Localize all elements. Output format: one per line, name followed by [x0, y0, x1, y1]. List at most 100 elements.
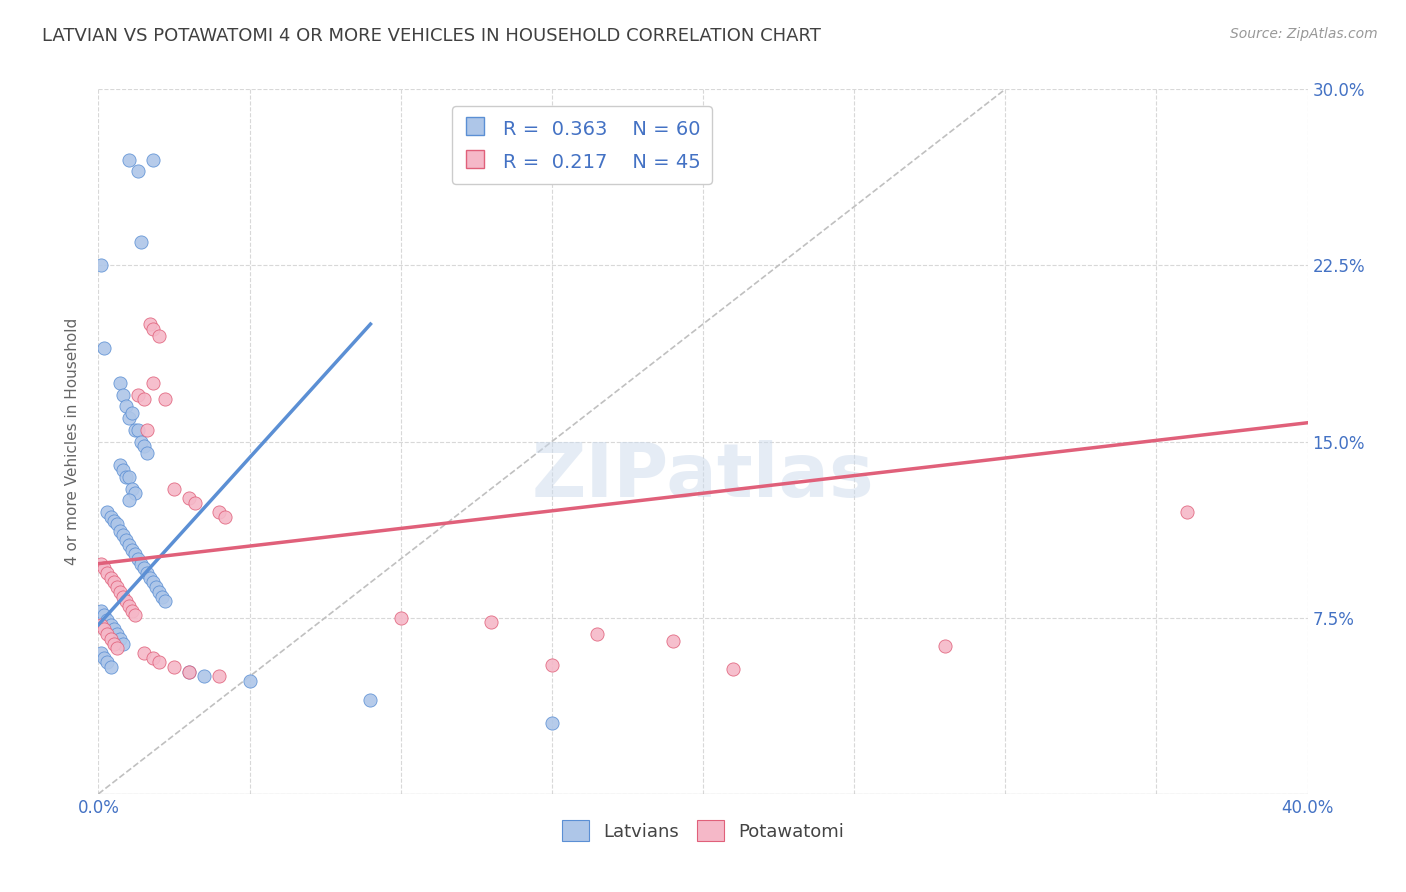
Point	[208, 505, 231, 519]
Point	[96, 505, 118, 519]
Point	[132, 392, 155, 407]
Point	[118, 153, 141, 167]
Point	[114, 594, 136, 608]
Point	[540, 657, 562, 672]
Point	[96, 613, 118, 627]
Point	[103, 575, 125, 590]
Point	[540, 716, 562, 731]
Text: ZIPatlas: ZIPatlas	[531, 441, 875, 513]
Point	[389, 610, 412, 624]
Point	[135, 566, 157, 580]
Text: Source: ZipAtlas.com: Source: ZipAtlas.com	[1230, 27, 1378, 41]
Point	[135, 446, 157, 460]
Point	[114, 533, 136, 548]
Point	[127, 387, 149, 401]
Point	[118, 599, 141, 613]
Point	[93, 623, 115, 637]
Point	[193, 669, 215, 683]
Point	[118, 469, 141, 483]
Point	[111, 528, 134, 542]
Point	[150, 590, 173, 604]
Point	[129, 557, 152, 571]
Point	[934, 639, 956, 653]
Point	[100, 632, 122, 646]
Point	[481, 615, 503, 630]
Point	[124, 608, 146, 623]
Point	[148, 656, 170, 670]
Point	[105, 516, 128, 531]
Point	[142, 376, 165, 390]
Point	[127, 423, 149, 437]
Point	[132, 561, 155, 575]
Point	[127, 552, 149, 566]
Point	[121, 604, 143, 618]
Point	[105, 641, 128, 656]
Point	[184, 495, 207, 509]
Point	[90, 604, 112, 618]
Point	[121, 406, 143, 420]
Point	[118, 538, 141, 552]
Point	[108, 458, 131, 472]
Point	[145, 580, 167, 594]
Point	[163, 482, 186, 496]
Point	[118, 411, 141, 425]
Point	[124, 423, 146, 437]
Point	[179, 665, 201, 679]
Point	[100, 509, 122, 524]
Legend: Latvians, Potawatomi: Latvians, Potawatomi	[554, 813, 852, 848]
Point	[135, 423, 157, 437]
Point	[100, 617, 122, 632]
Point	[139, 317, 162, 331]
Point	[148, 328, 170, 343]
Point	[121, 542, 143, 557]
Point	[93, 650, 115, 665]
Point	[360, 693, 382, 707]
Point	[148, 585, 170, 599]
Point	[142, 575, 165, 590]
Point	[103, 623, 125, 637]
Point	[129, 235, 152, 249]
Point	[114, 469, 136, 483]
Point	[129, 434, 152, 449]
Point	[142, 650, 165, 665]
Text: LATVIAN VS POTAWATOMI 4 OR MORE VEHICLES IN HOUSEHOLD CORRELATION CHART: LATVIAN VS POTAWATOMI 4 OR MORE VEHICLES…	[42, 27, 821, 45]
Point	[93, 608, 115, 623]
Point	[179, 665, 201, 679]
Point	[90, 557, 112, 571]
Point	[142, 322, 165, 336]
Point	[103, 515, 125, 529]
Y-axis label: 4 or more Vehicles in Household: 4 or more Vehicles in Household	[65, 318, 80, 566]
Point	[132, 439, 155, 453]
Point	[105, 627, 128, 641]
Point	[100, 660, 122, 674]
Point	[114, 399, 136, 413]
Point	[142, 153, 165, 167]
Point	[105, 580, 128, 594]
Point	[239, 674, 262, 689]
Point	[90, 258, 112, 272]
Point	[96, 656, 118, 670]
Point	[118, 493, 141, 508]
Point	[163, 660, 186, 674]
Point	[96, 627, 118, 641]
Point	[108, 376, 131, 390]
Point	[1175, 505, 1198, 519]
Point	[108, 632, 131, 646]
Point	[586, 627, 609, 641]
Point	[111, 387, 134, 401]
Point	[132, 646, 155, 660]
Point	[723, 662, 745, 676]
Point	[124, 547, 146, 561]
Point	[111, 463, 134, 477]
Point	[93, 341, 115, 355]
Point	[90, 617, 112, 632]
Point	[127, 164, 149, 178]
Point	[214, 509, 236, 524]
Point	[93, 561, 115, 575]
Point	[121, 482, 143, 496]
Point	[90, 646, 112, 660]
Point	[208, 669, 231, 683]
Point	[124, 486, 146, 500]
Point	[111, 590, 134, 604]
Point	[108, 524, 131, 538]
